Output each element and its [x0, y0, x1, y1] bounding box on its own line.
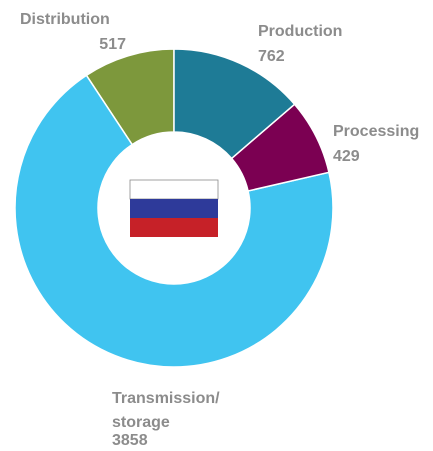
value-label: 429 [333, 148, 360, 165]
category-label: Production [258, 23, 342, 40]
category-label: Processing [333, 123, 419, 140]
value-label: 3858 [112, 432, 148, 449]
category-label: Distribution [20, 11, 110, 28]
value-label: 762 [258, 48, 285, 65]
russian-flag [129, 179, 219, 237]
value-label: 517 [99, 36, 126, 53]
donut-segment [173, 48, 296, 160]
label-line: Transmission/ [112, 390, 220, 407]
donut-segment [230, 103, 330, 192]
label-line: storage [112, 414, 170, 431]
donut-segment [14, 74, 334, 368]
category-label: Transmission/storage [112, 390, 220, 431]
